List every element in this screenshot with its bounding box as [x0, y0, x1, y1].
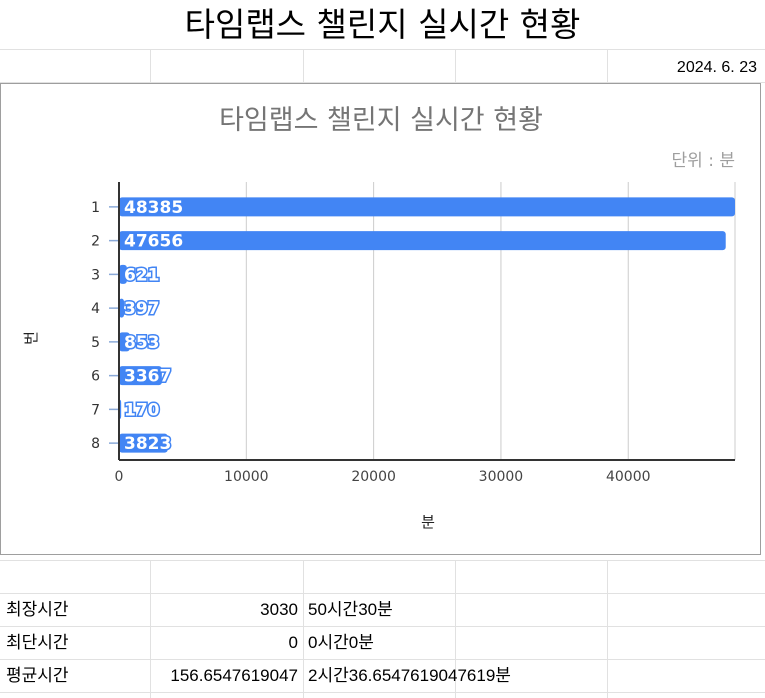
data-label: 170 [124, 400, 160, 420]
stat-value-longest[interactable]: 3030 [260, 600, 298, 619]
stat-label-shortest[interactable]: 최단시간 [6, 633, 69, 652]
stat-value-average[interactable]: 156.6547619047 [170, 666, 298, 685]
stat-text-average[interactable]: 2시간36.6547619047619분 [308, 666, 511, 685]
y-tick-label: 8 [91, 436, 100, 452]
bar-chart[interactable]: 타임랩스 챌린지 실시간 현황 단위 : 분 48385 47656 621 397 8… [0, 83, 761, 555]
x-tick-label: 0 [115, 469, 124, 485]
x-tick-label: 20000 [351, 469, 396, 485]
date-cell[interactable]: 2024. 6. 23 [676, 59, 757, 76]
y-tick-label: 5 [91, 335, 100, 351]
y-tick-label: 7 [91, 402, 100, 418]
stat-text-shortest[interactable]: 0시간0분 [308, 633, 374, 652]
y-tick-label: 6 [91, 369, 100, 385]
data-label: 3367 [124, 367, 171, 387]
chart-subtitle: 단위 : 분 [672, 151, 735, 171]
chart-title: 타임랩스 챌린지 실시간 현황 [219, 105, 543, 136]
bar [119, 231, 726, 251]
bar [119, 332, 130, 352]
stat-label-longest[interactable]: 최장시간 [6, 600, 69, 619]
x-tick-label: 10000 [224, 469, 269, 485]
grid-column-line [150, 560, 151, 698]
grid-column-line [150, 50, 151, 82]
x-tick-label: 30000 [479, 469, 524, 485]
data-label: 621 [124, 265, 160, 285]
stat-text-longest[interactable]: 50시간30분 [308, 600, 393, 619]
y-tick-label: 4 [91, 301, 100, 317]
grid-line [0, 560, 765, 561]
grid-line [0, 626, 765, 627]
grid-column-line [303, 560, 304, 698]
bar [119, 264, 127, 284]
stat-label-average[interactable]: 평균시간 [6, 666, 69, 685]
chart-svg: 타임랩스 챌린지 실시간 현황 단위 : 분 48385476566213978… [22, 105, 736, 531]
data-label: 3823 [124, 434, 171, 454]
sheet-title[interactable]: 타임랩스 챌린지 실시간 현황 [184, 5, 581, 44]
y-tick-label: 1 [91, 200, 100, 216]
x-tick-label: 40000 [606, 469, 651, 485]
grid-line [0, 692, 765, 693]
y-tick-label: 3 [91, 267, 100, 283]
grid-column-line [607, 560, 608, 698]
grid-line [0, 593, 765, 594]
bar [119, 298, 125, 318]
bar [119, 433, 168, 453]
data-label: 47656 [124, 232, 183, 252]
grid-line [0, 659, 765, 660]
grid-column-line [455, 50, 456, 82]
x-axis-title: 분 [421, 513, 435, 531]
grid-line [0, 82, 765, 83]
data-label: 853 [124, 333, 160, 353]
grid-column-line [607, 50, 608, 82]
grid-column-line [455, 560, 456, 698]
grid-column-line [303, 50, 304, 82]
data-label: 48385 [124, 198, 183, 218]
bar [119, 366, 162, 386]
y-axis-title: 번 [22, 331, 40, 345]
y-tick-label: 2 [91, 234, 100, 250]
stat-value-shortest[interactable]: 0 [288, 633, 298, 652]
bar [119, 197, 735, 217]
data-label: 397 [124, 299, 160, 319]
grid-line [0, 49, 765, 50]
